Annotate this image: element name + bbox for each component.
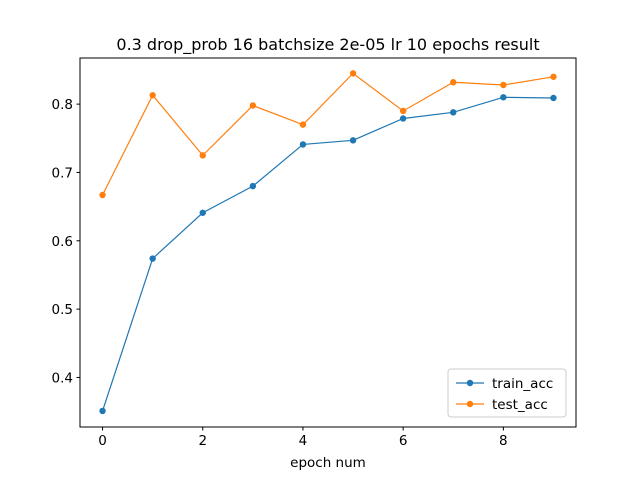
y-tick-label: 0.4 [52,370,73,386]
data-point-test_acc [199,152,206,159]
data-point-train_acc [550,94,557,102]
data-point-test_acc [249,102,257,109]
data-point-test_acc [299,121,307,128]
data-point-train_acc [450,109,457,116]
x-tick-label: 0 [98,433,107,449]
chart-title: 0.3 drop_prob 16 batchsize 2e-05 lr 10 e… [116,35,539,55]
y-tick-label: 0.7 [52,165,73,181]
data-point-train_acc [149,255,156,262]
legend-swatch-marker [466,379,474,387]
data-point-test_acc [149,92,156,99]
data-point-train_acc [500,94,507,101]
data-point-train_acc [349,137,357,144]
data-point-test_acc [550,73,557,80]
legend-label: test_acc [492,397,548,413]
x-tick-label: 8 [499,433,508,449]
series-line-test_acc [102,72,554,196]
axes: 0 2 4 6 8 0.4 0.5 0.6 0.7 0.8 [52,57,577,449]
y-tick-label: 0.6 [52,234,73,250]
series-layer [99,70,557,415]
x-tick-label: 6 [399,433,408,449]
data-point-train_acc [299,141,307,148]
y-tick-label: 0.5 [52,302,73,318]
x-tick-label: 2 [198,433,207,449]
data-point-test_acc [399,107,407,115]
data-point-train_acc [99,407,106,415]
x-axis-label: epoch num [290,455,366,471]
data-point-train_acc [199,209,206,216]
legend-swatch-marker [466,400,474,408]
legend-box [447,368,567,418]
series-train_acc [99,94,557,415]
series-line-train_acc [101,96,554,412]
data-point-test_acc [450,79,457,86]
legend: train_acc test_acc [447,368,567,418]
data-point-test_acc [500,81,507,89]
data-point-train_acc [249,182,257,190]
legend-label: train_acc [492,376,553,392]
plot-frame [79,57,577,428]
data-point-train_acc [399,115,407,122]
series-test_acc [99,70,557,199]
x-tick-label: 4 [299,433,308,449]
data-point-test_acc [349,70,357,77]
data-point-test_acc [99,191,106,199]
y-tick-label: 0.8 [52,97,73,113]
